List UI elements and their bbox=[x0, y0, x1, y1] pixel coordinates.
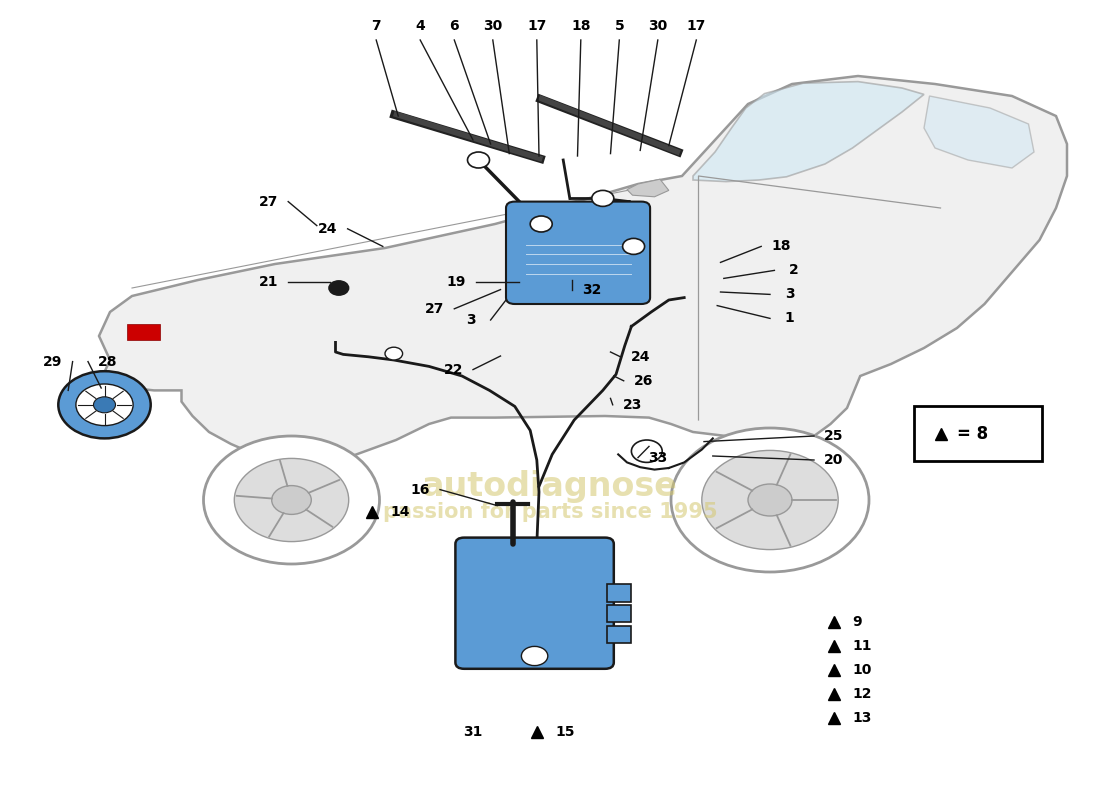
Circle shape bbox=[272, 486, 311, 514]
Polygon shape bbox=[627, 179, 669, 197]
Circle shape bbox=[468, 152, 490, 168]
Text: 21: 21 bbox=[258, 274, 278, 289]
Polygon shape bbox=[924, 96, 1034, 168]
Text: 1: 1 bbox=[785, 311, 794, 326]
FancyBboxPatch shape bbox=[914, 406, 1042, 461]
Circle shape bbox=[204, 436, 380, 564]
Text: 3: 3 bbox=[785, 287, 794, 302]
Bar bbox=[607, 605, 631, 622]
Bar bbox=[126, 324, 160, 340]
Text: 7: 7 bbox=[372, 18, 381, 33]
Text: 19: 19 bbox=[447, 274, 466, 289]
Text: autodiagnose: autodiagnose bbox=[422, 470, 678, 503]
Circle shape bbox=[329, 281, 349, 295]
Text: 20: 20 bbox=[824, 453, 844, 467]
Text: 32: 32 bbox=[582, 282, 602, 297]
Text: 28: 28 bbox=[98, 354, 118, 369]
Text: 22: 22 bbox=[443, 362, 463, 377]
Circle shape bbox=[671, 428, 869, 572]
Circle shape bbox=[702, 450, 838, 550]
Text: 13: 13 bbox=[852, 711, 872, 726]
Polygon shape bbox=[99, 76, 1067, 464]
Circle shape bbox=[385, 347, 403, 360]
Text: 24: 24 bbox=[318, 222, 338, 236]
Bar bbox=[607, 626, 631, 643]
Text: 9: 9 bbox=[852, 615, 862, 630]
Text: 17: 17 bbox=[686, 18, 706, 33]
FancyBboxPatch shape bbox=[506, 202, 650, 304]
Text: 10: 10 bbox=[852, 663, 872, 678]
Text: 2: 2 bbox=[790, 263, 799, 278]
Text: 33: 33 bbox=[648, 450, 668, 465]
FancyBboxPatch shape bbox=[455, 538, 614, 669]
Text: 3: 3 bbox=[466, 313, 475, 327]
Circle shape bbox=[234, 458, 349, 542]
Text: 25: 25 bbox=[824, 429, 844, 443]
Circle shape bbox=[76, 384, 133, 426]
Text: passion for parts since 1995: passion for parts since 1995 bbox=[383, 502, 717, 522]
Text: 27: 27 bbox=[425, 302, 444, 316]
Circle shape bbox=[94, 397, 115, 413]
Text: 5: 5 bbox=[615, 18, 624, 33]
Text: 30: 30 bbox=[483, 18, 503, 33]
Text: 27: 27 bbox=[258, 194, 278, 209]
Text: 12: 12 bbox=[852, 687, 872, 702]
Text: 17: 17 bbox=[527, 18, 547, 33]
Circle shape bbox=[623, 238, 645, 254]
Text: 4: 4 bbox=[416, 18, 425, 33]
Circle shape bbox=[592, 190, 614, 206]
Circle shape bbox=[530, 216, 552, 232]
Text: 31: 31 bbox=[463, 725, 483, 739]
Circle shape bbox=[521, 646, 548, 666]
Text: 14: 14 bbox=[390, 505, 410, 519]
Text: 11: 11 bbox=[852, 639, 872, 654]
Text: 23: 23 bbox=[623, 398, 642, 412]
Text: 18: 18 bbox=[771, 239, 791, 254]
Polygon shape bbox=[693, 82, 924, 182]
Bar bbox=[607, 584, 631, 602]
Circle shape bbox=[748, 484, 792, 516]
Text: 6: 6 bbox=[450, 18, 459, 33]
Text: 16: 16 bbox=[410, 482, 430, 497]
Circle shape bbox=[631, 440, 662, 462]
Circle shape bbox=[58, 371, 151, 438]
Text: 26: 26 bbox=[634, 374, 653, 388]
Text: = 8: = 8 bbox=[957, 425, 988, 442]
Text: 24: 24 bbox=[630, 350, 650, 364]
Text: 18: 18 bbox=[571, 18, 591, 33]
Text: 30: 30 bbox=[648, 18, 668, 33]
Text: 15: 15 bbox=[556, 725, 575, 739]
Text: 29: 29 bbox=[43, 354, 63, 369]
